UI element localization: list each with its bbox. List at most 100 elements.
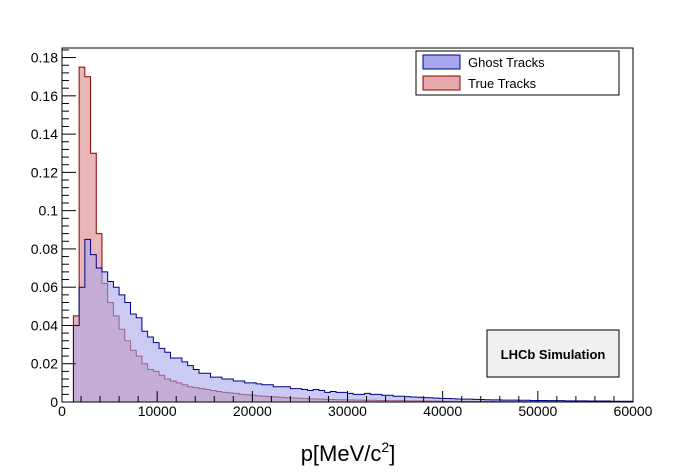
histogram-bin — [199, 373, 205, 402]
histogram-bin — [278, 386, 285, 402]
histogram-bin — [101, 271, 108, 402]
histogram-bin — [313, 389, 319, 402]
histogram-bin — [341, 392, 348, 402]
histogram-bin — [170, 357, 177, 402]
histogram-bin — [410, 397, 417, 402]
histogram-bin — [96, 268, 102, 402]
histogram-bin — [227, 379, 234, 402]
x-tick-label: 30000 — [328, 403, 367, 419]
histogram-bin — [250, 382, 257, 402]
histogram-bin — [216, 377, 222, 402]
histogram-bin — [141, 331, 148, 402]
histogram-bin — [433, 398, 439, 402]
histogram-bin — [307, 390, 314, 402]
labels-layer: 0 0.02 0.04 0.06 0.08 0.1 0.12 0.14 0.16 0.18 0 100… — [31, 50, 653, 419]
histogram-bin — [267, 384, 274, 402]
histogram-bin — [393, 396, 399, 402]
y-tick-label: 0.18 — [31, 50, 58, 66]
series-layer — [72, 66, 634, 403]
histogram-bin — [370, 394, 377, 402]
histogram-bin — [507, 400, 514, 402]
histogram-bin — [181, 361, 188, 402]
histogram-bin — [221, 379, 228, 402]
histogram-bin — [284, 386, 291, 402]
y-tick-label: 0.06 — [31, 279, 58, 295]
histogram-bin — [398, 396, 405, 402]
x-tick-label: 0 — [58, 403, 66, 419]
x-tick-label: 40000 — [423, 403, 462, 419]
histogram-bin — [210, 377, 217, 402]
histogram-bin — [256, 383, 262, 402]
histogram-bin — [570, 400, 576, 402]
histogram-bin — [79, 287, 85, 402]
histogram-bin — [164, 352, 171, 402]
histogram-bin — [347, 393, 354, 402]
histogram-bin — [478, 399, 485, 402]
histogram-bin — [467, 399, 474, 402]
histogram-bin — [364, 393, 371, 402]
x-axis-title-close: ] — [389, 441, 395, 466]
histogram-bin — [159, 348, 165, 402]
histogram-bin — [530, 400, 536, 402]
histogram-bin — [79, 67, 85, 402]
histogram-bin — [84, 239, 91, 402]
histogram-bin — [553, 400, 559, 402]
histogram-bin — [381, 395, 388, 402]
histogram-bin — [501, 400, 508, 402]
x-axis-title-main: p[MeV/c — [301, 441, 382, 466]
histogram-bin — [204, 373, 211, 402]
y-tick-label: 0.16 — [31, 88, 58, 104]
y-tick-label: 0.04 — [31, 317, 58, 333]
ticks-layer — [61, 49, 634, 403]
y-tick-label: 0.1 — [39, 203, 59, 219]
histogram-bin — [330, 391, 337, 402]
histogram-bin — [296, 388, 302, 402]
annotation-text: LHCb Simulation — [501, 347, 606, 362]
histogram-bin — [90, 254, 97, 402]
histogram-bin — [261, 384, 268, 402]
histogram-bin — [524, 400, 531, 402]
histogram-bin — [233, 380, 240, 402]
histogram-bin — [473, 399, 479, 402]
histogram-outline — [72, 238, 634, 402]
histogram-bin — [495, 399, 502, 402]
histogram-bin — [119, 294, 125, 402]
y-tick-label: 0.14 — [31, 126, 58, 142]
x-tick-label: 10000 — [138, 403, 177, 419]
histogram-bin — [153, 342, 160, 402]
histogram-bin — [564, 400, 571, 402]
histogram-bin — [113, 287, 120, 402]
histogram-bin — [444, 398, 451, 402]
histogram-bin — [124, 302, 131, 402]
histogram-bin — [450, 398, 456, 402]
histogram-bin — [427, 397, 434, 402]
histogram-bin — [244, 382, 251, 402]
histogram-bin — [541, 400, 548, 402]
legend-label-ghost-tracks: Ghost Tracks — [468, 55, 545, 70]
histogram-bin — [484, 399, 491, 402]
annotation: LHCb Simulation — [486, 329, 620, 378]
x-tick-label: 50000 — [518, 403, 557, 419]
x-tick-label: 60000 — [614, 403, 653, 419]
histogram-bin — [290, 388, 297, 402]
histogram-bin — [575, 400, 582, 402]
histogram-bin — [130, 313, 137, 402]
x-axis-title: p[MeV/c2] — [301, 439, 396, 466]
histogram-bin — [147, 336, 154, 402]
histogram-bin — [324, 392, 331, 402]
histogram-bin — [136, 317, 142, 402]
histogram-bin — [318, 390, 325, 402]
y-tick-label: 0.02 — [31, 356, 58, 372]
histogram-bin — [455, 398, 462, 402]
histogram-bin — [404, 396, 411, 402]
histogram-bin — [73, 325, 80, 402]
y-tick-label: 0.08 — [31, 241, 58, 257]
y-tick-label: 0 — [50, 394, 58, 410]
histogram-bin — [336, 392, 342, 402]
histogram-bin — [438, 398, 445, 402]
histogram-bin — [376, 394, 382, 402]
histogram-bin — [581, 400, 588, 402]
y-tick-label: 0.12 — [31, 164, 58, 180]
histogram-bin — [353, 394, 359, 402]
